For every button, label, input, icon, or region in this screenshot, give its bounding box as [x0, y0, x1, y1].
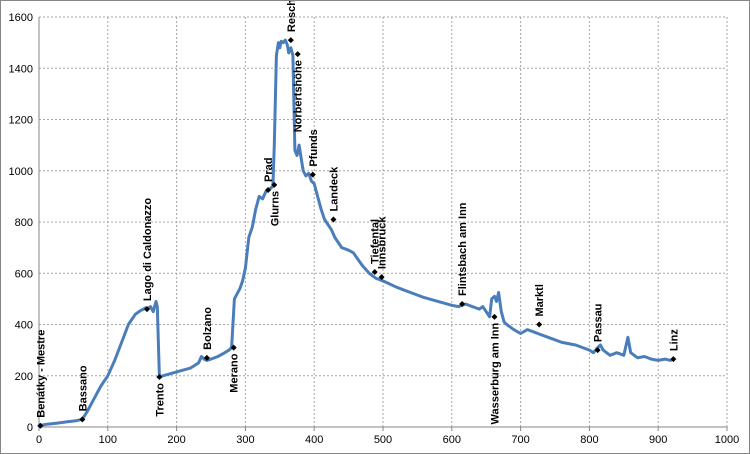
y-tick-label: 1600	[9, 12, 33, 24]
y-tick-label: 1200	[9, 115, 33, 127]
x-tick-label: 300	[236, 434, 254, 446]
place-label: Reschenpass	[286, 1, 298, 32]
place-marker	[536, 321, 543, 328]
place-label: Glurns	[269, 191, 281, 226]
place-marker	[294, 51, 301, 58]
place-marker	[378, 274, 385, 281]
place-marker	[230, 344, 237, 351]
place-label: Innsbruck	[377, 216, 389, 269]
axes	[38, 17, 728, 431]
y-tick-label: 0	[27, 422, 33, 434]
place-label: Tiefental	[370, 219, 382, 264]
place-marker	[670, 356, 677, 363]
place-label: Prad	[263, 158, 275, 182]
x-tick-label: 1000	[715, 434, 739, 446]
x-tick-label: 800	[580, 434, 598, 446]
place-marker	[330, 216, 337, 223]
place-marker	[491, 313, 498, 320]
place-marker	[37, 422, 44, 429]
place-marker	[309, 171, 316, 178]
place-label: Passau	[593, 304, 605, 343]
x-tick-label: 200	[167, 434, 185, 446]
place-label: Norbertshöhe	[293, 60, 305, 132]
place-marker	[594, 347, 601, 354]
place-label: Lago di Caldonazzo	[142, 198, 154, 302]
place-label: Merano	[229, 353, 241, 392]
elevation-series-line	[37, 38, 673, 428]
place-marker	[79, 416, 86, 423]
x-tick-label: 900	[649, 434, 667, 446]
place-marker	[265, 186, 272, 193]
x-tick-label: 100	[99, 434, 117, 446]
x-tick-label: 700	[511, 434, 529, 446]
y-tick-label: 600	[15, 268, 33, 280]
place-markers	[37, 37, 677, 429]
x-tick-label: 0	[36, 434, 42, 446]
x-tick-label: 600	[443, 434, 461, 446]
place-label: Benátky - Mestre	[35, 330, 47, 418]
place-label: Bassano	[77, 365, 89, 411]
y-tick-label: 400	[15, 320, 33, 332]
y-tick-label: 200	[15, 371, 33, 383]
place-marker	[459, 301, 466, 307]
place-label: Linz	[668, 329, 680, 351]
place-label: Flintsbach am Inn	[457, 202, 469, 296]
y-tick-label: 1000	[9, 166, 33, 178]
place-marker	[203, 354, 210, 361]
place-labels: Benátky - Mestre Bassano Lago di Caldonazz…	[35, 1, 680, 424]
series-layer	[37, 38, 673, 428]
place-label: Pfunds	[308, 129, 320, 166]
place-marker	[271, 181, 278, 188]
place-marker	[144, 306, 151, 313]
place-marker	[371, 268, 378, 275]
place-label: Marktl	[534, 284, 546, 316]
place-marker	[156, 374, 163, 381]
gridlines	[39, 16, 728, 427]
y-tick-label: 800	[15, 217, 33, 229]
place-marker	[287, 37, 294, 44]
place-label: Wasserburg am Inn	[489, 323, 501, 425]
y-tick-label: 1400	[9, 63, 33, 75]
x-tick-label: 500	[374, 434, 392, 446]
place-label: Trento	[154, 383, 166, 417]
place-label: Landeck	[328, 166, 340, 212]
tick-labels: 0 200 400 600 800 1000 1200 1400 1600 0 100 200 300 4…	[9, 12, 740, 446]
place-label: Bolzano	[202, 307, 214, 350]
x-tick-label: 400	[305, 434, 323, 446]
